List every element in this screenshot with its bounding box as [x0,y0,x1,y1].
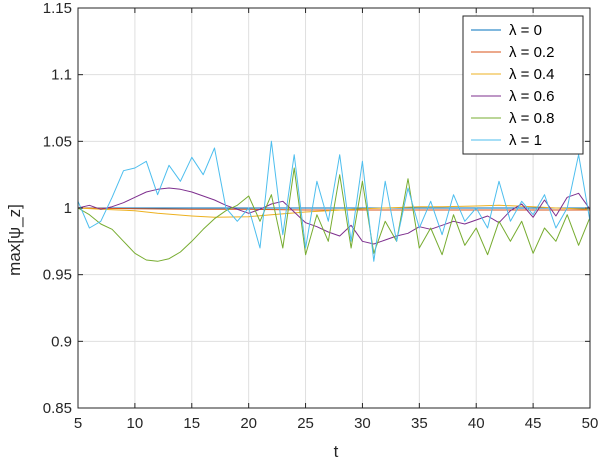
plot-area [77,140,591,262]
legend: λ = 0 λ = 0.2 λ = 0.4 λ = 0.6 λ = 0.8 λ = 1 [462,15,584,155]
x-tick-label: 20 [240,415,257,432]
series-line-4 [77,167,591,262]
x-tick-label: 35 [411,415,428,432]
y-tick-label: 1 [64,200,72,217]
x-axis-label: t [334,442,339,461]
y-tick-label: 1.1 [51,67,72,84]
legend-label-0: λ = 0 [509,22,542,39]
y-tick-label: 0.95 [43,267,72,284]
x-tick-label: 5 [74,415,82,432]
legend-label-1: λ = 0.2 [509,44,554,61]
x-tick-label: 45 [525,415,542,432]
x-tick-label: 10 [127,415,144,432]
series-line-3 [77,187,591,245]
y-tick-label: 0.9 [51,333,72,350]
series-line-2 [77,204,591,218]
legend-label-5: λ = 1 [509,132,542,149]
x-tick-label: 25 [297,415,314,432]
legend-box [462,15,584,155]
legend-label-4: λ = 0.8 [509,110,554,127]
ticks: 5 10 15 20 25 30 35 40 45 50 0.85 0.9 0.95 1 1.05 1.1 1.… [43,0,598,432]
x-tick-label: 30 [354,415,371,432]
x-tick-label: 15 [183,415,200,432]
series-line-5 [77,140,591,262]
legend-label-3: λ = 0.6 [509,88,554,105]
y-tick-label: 0.85 [43,400,72,417]
legend-label-2: λ = 0.4 [509,66,554,83]
y-tick-label: 1.05 [43,133,72,150]
x-tick-label: 40 [468,415,485,432]
y-tick-label: 1.15 [43,0,72,17]
x-tick-label: 50 [582,415,598,432]
y-axis-label: max[ψ_z] [5,204,24,276]
